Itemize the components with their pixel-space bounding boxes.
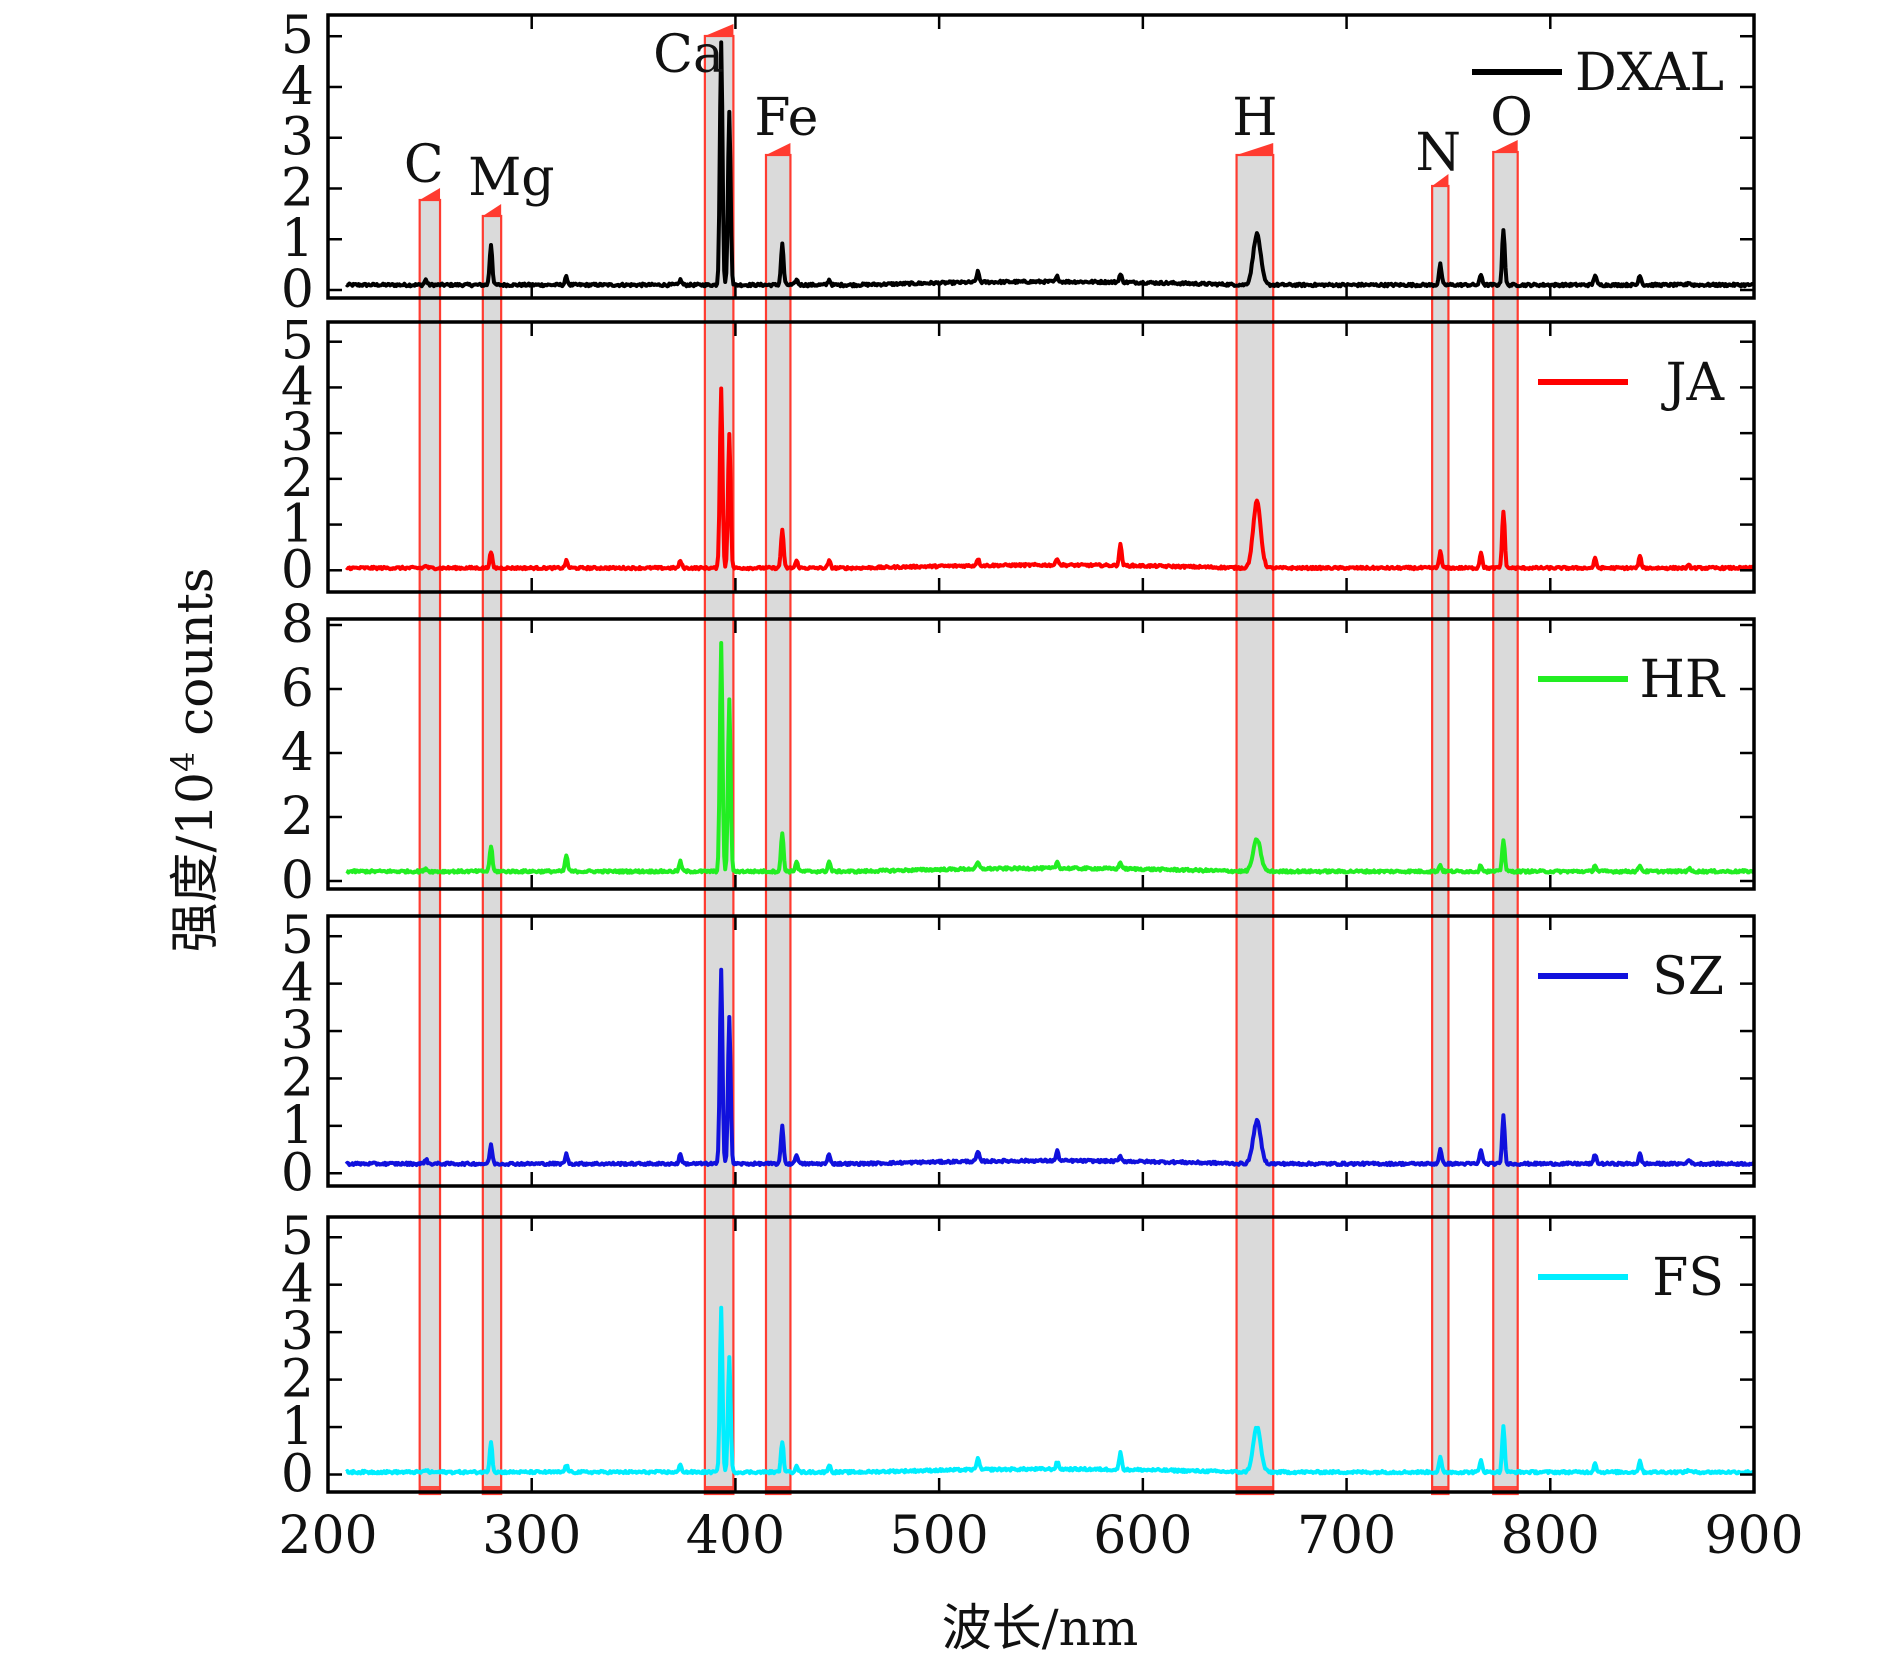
ytick-label-fs: 2 xyxy=(281,1350,314,1410)
element-label-c: C xyxy=(404,135,444,195)
y-axis-title: 强度/104 counts xyxy=(164,568,224,953)
ytick-label-dxal: 2 xyxy=(281,158,314,218)
x-axis-title: 波长/nm xyxy=(942,1599,1138,1657)
xtick-label: 300 xyxy=(482,1506,581,1566)
band-base-o xyxy=(1493,1486,1518,1494)
highlight-band-fe xyxy=(764,153,792,1496)
legend-label-ja: JA xyxy=(1661,353,1726,413)
ytick-label-sz: 0 xyxy=(281,1143,314,1203)
panel-frame-ja xyxy=(326,320,1756,594)
band-cap-fe xyxy=(765,143,791,155)
ytick-label-fs: 5 xyxy=(281,1207,314,1267)
highlight-band-n xyxy=(1431,184,1450,1496)
element-label-mg: Mg xyxy=(468,148,555,208)
spectrum-line-dxal xyxy=(345,40,1755,289)
y-axis-title-superscript: 4 xyxy=(164,752,202,772)
ytick-label-ja: 0 xyxy=(281,540,314,600)
panel-frame-fs xyxy=(326,1215,1756,1494)
band-cap-ca xyxy=(704,24,734,36)
xtick-label: 700 xyxy=(1297,1506,1396,1566)
band-base-mg xyxy=(482,1486,502,1494)
highlight-band-h xyxy=(1235,153,1275,1496)
ytick-label-dxal: 1 xyxy=(281,209,314,269)
highlight-band-o xyxy=(1492,150,1519,1496)
element-label-ca: Ca xyxy=(653,25,724,85)
ytick-label-dxal: 3 xyxy=(281,108,314,168)
spectrum-line-ja xyxy=(345,386,1756,572)
band-base-ca xyxy=(704,1486,734,1494)
ytick-label-sz: 1 xyxy=(281,1096,314,1156)
ytick-label-hr: 6 xyxy=(281,659,314,719)
xtick-label: 200 xyxy=(278,1506,377,1566)
element-label-n: N xyxy=(1415,123,1461,183)
ytick-label-ja: 1 xyxy=(281,495,314,555)
element-label-o: O xyxy=(1490,88,1533,148)
ytick-label-hr: 4 xyxy=(281,723,314,783)
element-label-fe: Fe xyxy=(754,88,818,148)
ytick-label-fs: 3 xyxy=(281,1302,314,1362)
band-cap-h xyxy=(1236,143,1274,155)
y-axis-title-unit: counts xyxy=(166,568,224,752)
ytick-label-ja: 3 xyxy=(281,403,314,463)
band-cap-o xyxy=(1493,140,1518,152)
xtick-label: 500 xyxy=(890,1506,989,1566)
ytick-label-sz: 5 xyxy=(281,906,314,966)
legend-label-hr: HR xyxy=(1640,650,1726,710)
ytick-label-fs: 1 xyxy=(281,1397,314,1457)
ytick-label-dxal: 5 xyxy=(281,6,314,66)
xtick-label: 600 xyxy=(1093,1506,1192,1566)
panel-frame-dxal xyxy=(326,13,1756,300)
ytick-label-sz: 2 xyxy=(281,1048,314,1108)
band-base-n xyxy=(1432,1486,1449,1494)
xtick-label: 400 xyxy=(686,1506,785,1566)
ytick-label-fs: 0 xyxy=(281,1445,314,1505)
legend-label-dxal: DXAL xyxy=(1575,43,1724,103)
ytick-label-dxal: 0 xyxy=(281,260,314,320)
spectrum-line-hr xyxy=(345,641,1756,875)
band-cap-n xyxy=(1432,174,1449,186)
ytick-label-ja: 5 xyxy=(281,312,314,372)
spectrum-line-fs xyxy=(345,1305,1756,1476)
ytick-label-hr: 2 xyxy=(281,787,314,847)
band-base-h xyxy=(1236,1486,1274,1494)
panel-frame-hr xyxy=(326,617,1756,891)
y-axis-title-main: 强度/10 xyxy=(166,772,224,952)
highlight-band-c xyxy=(418,198,442,1496)
ytick-label-hr: 8 xyxy=(281,595,314,655)
ytick-label-sz: 3 xyxy=(281,1001,314,1061)
legend-label-sz: SZ xyxy=(1652,947,1724,1007)
panel-frame-sz xyxy=(326,914,1756,1188)
ytick-label-dxal: 4 xyxy=(281,57,314,117)
band-cap-mg xyxy=(482,204,502,216)
ytick-label-hr: 0 xyxy=(281,851,314,911)
spectrum-line-sz xyxy=(344,967,1756,1167)
band-cap-c xyxy=(419,188,441,200)
ytick-label-ja: 2 xyxy=(281,449,314,509)
band-base-c xyxy=(419,1486,441,1494)
xtick-label: 800 xyxy=(1501,1506,1600,1566)
ytick-label-ja: 4 xyxy=(281,357,314,417)
ytick-label-fs: 4 xyxy=(281,1255,314,1315)
element-label-h: H xyxy=(1232,88,1277,148)
xtick-label: 900 xyxy=(1704,1506,1803,1566)
legend-label-fs: FS xyxy=(1652,1248,1724,1308)
ytick-label-sz: 4 xyxy=(281,954,314,1014)
band-base-fe xyxy=(765,1486,791,1494)
